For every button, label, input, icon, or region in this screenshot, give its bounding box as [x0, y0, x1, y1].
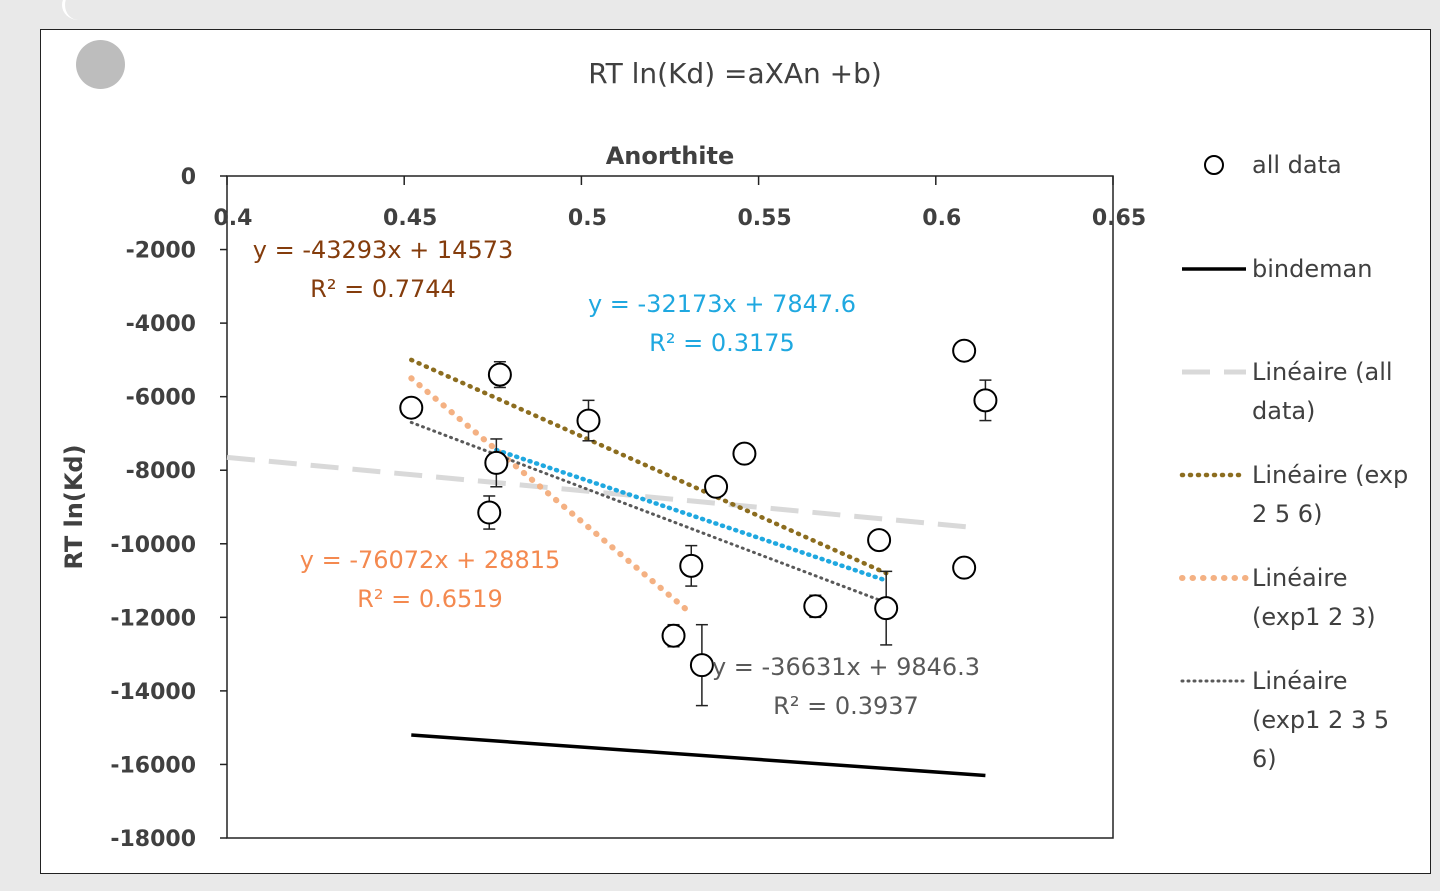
data-point	[576, 408, 601, 433]
trendline-equation: y = -32173x + 7847.6	[588, 290, 856, 318]
data-point	[803, 594, 828, 619]
x-tick-label: 0.45	[383, 206, 437, 231]
y-tick-label: -6000	[126, 386, 196, 411]
legend-label: Linéaire	[1252, 564, 1348, 592]
trendline-equation: y = -36631x + 9846.3	[712, 653, 980, 681]
chart-title: RT ln(Kd) =aXAn +b)	[588, 57, 882, 90]
data-point	[661, 623, 686, 648]
trendline-r-squared: R² = 0.7744	[310, 275, 456, 303]
legend-label: Linéaire (all	[1252, 358, 1393, 386]
y-tick-label: -18000	[110, 827, 196, 852]
data-point	[679, 553, 704, 578]
y-tick-label: -2000	[126, 239, 196, 264]
series-line	[411, 733, 986, 778]
plot-area-border	[226, 175, 1114, 839]
y-tick-label: -10000	[110, 533, 196, 558]
data-point	[689, 653, 714, 678]
x-tick-label: 0.55	[737, 206, 791, 231]
x-tick-label: 0.6	[922, 206, 961, 231]
data-point	[704, 474, 729, 499]
legend-label: bindeman	[1252, 255, 1372, 283]
series-line	[408, 375, 695, 617]
legend-label: all data	[1252, 151, 1342, 179]
data-point	[487, 362, 512, 387]
y-tick-label: -8000	[126, 459, 196, 484]
legend-label: data)	[1252, 397, 1315, 425]
x-axis-title: Anorthite	[606, 142, 735, 170]
legend-label: Linéaire (exp	[1252, 461, 1408, 489]
legend-label: 2 5 6)	[1252, 500, 1322, 528]
data-point	[477, 500, 502, 525]
data-point	[484, 450, 509, 475]
y-tick-label: -16000	[110, 753, 196, 778]
y-tick-label: -4000	[126, 312, 196, 337]
x-tick-label: 0.65	[1092, 206, 1146, 231]
y-axis-title: RT ln(Kd)	[60, 444, 88, 569]
series-line	[494, 447, 889, 583]
x-tick-label: 0.5	[568, 206, 607, 231]
data-point	[867, 528, 892, 553]
x-tick-label: 0.4	[214, 206, 253, 231]
trendline-r-squared: R² = 0.3175	[649, 329, 795, 357]
trendline-r-squared: R² = 0.6519	[357, 585, 503, 613]
trendline-equation: y = -43293x + 14573	[253, 236, 514, 264]
series-line	[226, 454, 972, 530]
data-point	[952, 338, 977, 363]
legend-label: (exp1 2 3 5	[1252, 706, 1389, 734]
data-point	[874, 596, 899, 621]
data-point	[399, 395, 424, 420]
data-point	[732, 441, 757, 466]
legend-marker	[1204, 155, 1224, 175]
legend-label: Linéaire	[1252, 667, 1348, 695]
legend-label: 6)	[1252, 745, 1277, 773]
trendline-equation: y = -76072x + 28815	[300, 546, 561, 574]
y-tick-label: -12000	[110, 606, 196, 631]
series-line	[409, 357, 889, 576]
data-point	[973, 388, 998, 413]
y-tick-label: 0	[181, 165, 196, 190]
decorative-arc	[62, 0, 95, 20]
decorative-circle	[76, 40, 125, 89]
y-tick-label: -14000	[110, 680, 196, 705]
legend-label: (exp1 2 3)	[1252, 603, 1376, 631]
trendline-r-squared: R² = 0.3937	[773, 692, 919, 720]
data-point	[952, 555, 977, 580]
